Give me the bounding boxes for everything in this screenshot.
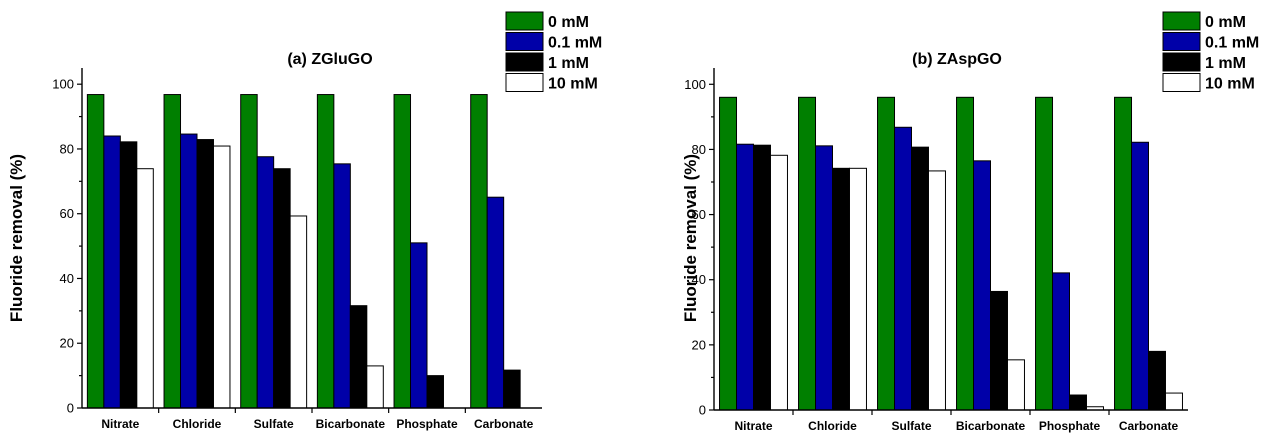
bar-chloride-series-2 [196, 139, 214, 409]
bar-nitrate-series-2 [753, 144, 771, 411]
legend-swatch-2 [505, 52, 544, 72]
y-tick-label: 60 [692, 207, 706, 222]
y-tick-label: 60 [60, 206, 74, 221]
bar-chloride-series-3 [212, 145, 231, 409]
bar-sulfate-series-3 [927, 170, 946, 411]
chart-title: (b) ZAspGO [912, 51, 1002, 68]
category-label-nitrate: Nitrate [734, 419, 772, 433]
bar-chloride-series-0 [798, 96, 817, 411]
y-tick-label: 20 [692, 337, 706, 352]
bar-nitrate-series-2 [119, 141, 138, 409]
category-label-carbonate: Carbonate [474, 417, 534, 431]
bar-sulfate-series-1 [894, 126, 913, 411]
bar-carbonate-series-1 [1131, 141, 1150, 411]
y-axis-label: Fluoride removal (%) [7, 154, 26, 322]
bar-phosphate-series-1 [1052, 272, 1071, 411]
bar-sulfate-series-2 [273, 168, 291, 409]
y-tick-label: 40 [692, 272, 706, 287]
legend-swatch-0 [1162, 11, 1201, 31]
legend: 0 mM 0.1 mM 1 mM 10 mM [1162, 11, 1259, 93]
legend-label-2: 1 mM [548, 55, 589, 72]
bar-bicarbonate-series-1 [973, 160, 992, 411]
bar-carbonate-series-1 [486, 196, 505, 409]
bar-chloride-series-2 [832, 167, 850, 411]
bar-sulfate-series-2 [911, 146, 929, 411]
category-label-phosphate: Phosphate [1039, 419, 1101, 433]
bar-phosphate-series-1 [410, 242, 428, 409]
legend-swatch-3 [1162, 73, 1201, 92]
legend-swatch-3 [505, 73, 544, 92]
category-label-sulfate: Sulfate [254, 417, 294, 431]
legend-swatch-1 [1162, 32, 1201, 51]
y-axis-label: Fluoride removal (%) [681, 154, 700, 322]
y-tick-label: 80 [60, 141, 74, 156]
bar-carbonate-series-3 [1164, 392, 1183, 411]
y-tick-label: 20 [60, 336, 74, 351]
legend-swatch-2 [1162, 52, 1201, 72]
bar-chloride-series-0 [163, 94, 182, 409]
bar-chloride-series-3 [848, 167, 867, 411]
category-label-nitrate: Nitrate [101, 417, 139, 431]
bar-phosphate-series-0 [393, 94, 412, 409]
bar-sulfate-series-1 [256, 156, 275, 409]
bar-chloride-series-1 [815, 145, 834, 411]
bar-carbonate-series-2 [1148, 350, 1166, 411]
y-tick-label: 100 [684, 77, 706, 92]
category-label-chloride: Chloride [173, 417, 222, 431]
bar-sulfate-series-0 [877, 96, 896, 411]
bar-carbonate-series-0 [470, 94, 488, 409]
bar-phosphate-series-2 [1069, 394, 1087, 411]
legend-swatch-1 [505, 32, 544, 51]
y-tick-label: 100 [52, 77, 74, 92]
bar-nitrate-series-3 [769, 154, 788, 411]
category-label-phosphate: Phosphate [396, 417, 458, 431]
bar-nitrate-series-0 [719, 96, 738, 411]
category-label-bicarbonate: Bicarbonate [956, 419, 1026, 433]
bar-sulfate-series-0 [240, 94, 258, 409]
bar-bicarbonate-series-3 [1006, 359, 1025, 411]
bar-chloride-series-1 [180, 133, 198, 409]
bar-bicarbonate-series-3 [366, 365, 384, 409]
bar-nitrate-series-1 [103, 135, 121, 409]
chart-panel-0: 0 20 40 60 80 100 Nitrate Chloride Sulfate Bicarb… [7, 11, 602, 431]
bar-carbonate-series-2 [503, 369, 521, 409]
legend-label-0: 0 mM [1205, 14, 1246, 31]
bar-nitrate-series-1 [736, 143, 755, 411]
bar-nitrate-series-3 [136, 168, 154, 409]
bar-phosphate-series-2 [426, 375, 444, 409]
bar-carbonate-series-0 [1114, 96, 1133, 411]
category-label-carbonate: Carbonate [1119, 419, 1179, 433]
chart-title: (a) ZGluGO [287, 51, 372, 68]
legend: 0 mM 0.1 mM 1 mM 10 mM [505, 11, 602, 93]
bar-bicarbonate-series-1 [333, 163, 351, 409]
y-tick-label: 0 [67, 401, 74, 416]
bar-bicarbonate-series-0 [316, 94, 335, 409]
legend-label-0: 0 mM [548, 14, 589, 31]
legend-label-3: 10 mM [1205, 76, 1255, 93]
y-tick-label: 40 [60, 271, 74, 286]
bar-bicarbonate-series-2 [349, 305, 368, 409]
legend-swatch-0 [505, 11, 544, 31]
bar-sulfate-series-3 [289, 215, 308, 409]
bar-nitrate-series-0 [86, 94, 105, 409]
y-tick-label: 80 [692, 142, 706, 157]
bar-phosphate-series-0 [1035, 96, 1054, 411]
y-tick-label: 0 [699, 403, 706, 418]
category-label-bicarbonate: Bicarbonate [316, 417, 386, 431]
bar-bicarbonate-series-0 [956, 96, 975, 411]
category-label-chloride: Chloride [808, 419, 857, 433]
legend-label-2: 1 mM [1205, 55, 1246, 72]
legend-label-1: 0.1 mM [548, 35, 602, 52]
legend-label-1: 0.1 mM [1205, 35, 1259, 52]
legend-label-3: 10 mM [548, 76, 598, 93]
chart-panel-1: 0 20 40 60 80 100 Nitrate Chloride Sulfate Bicarb… [681, 11, 1259, 433]
category-label-sulfate: Sulfate [891, 419, 931, 433]
bar-bicarbonate-series-2 [990, 290, 1008, 411]
